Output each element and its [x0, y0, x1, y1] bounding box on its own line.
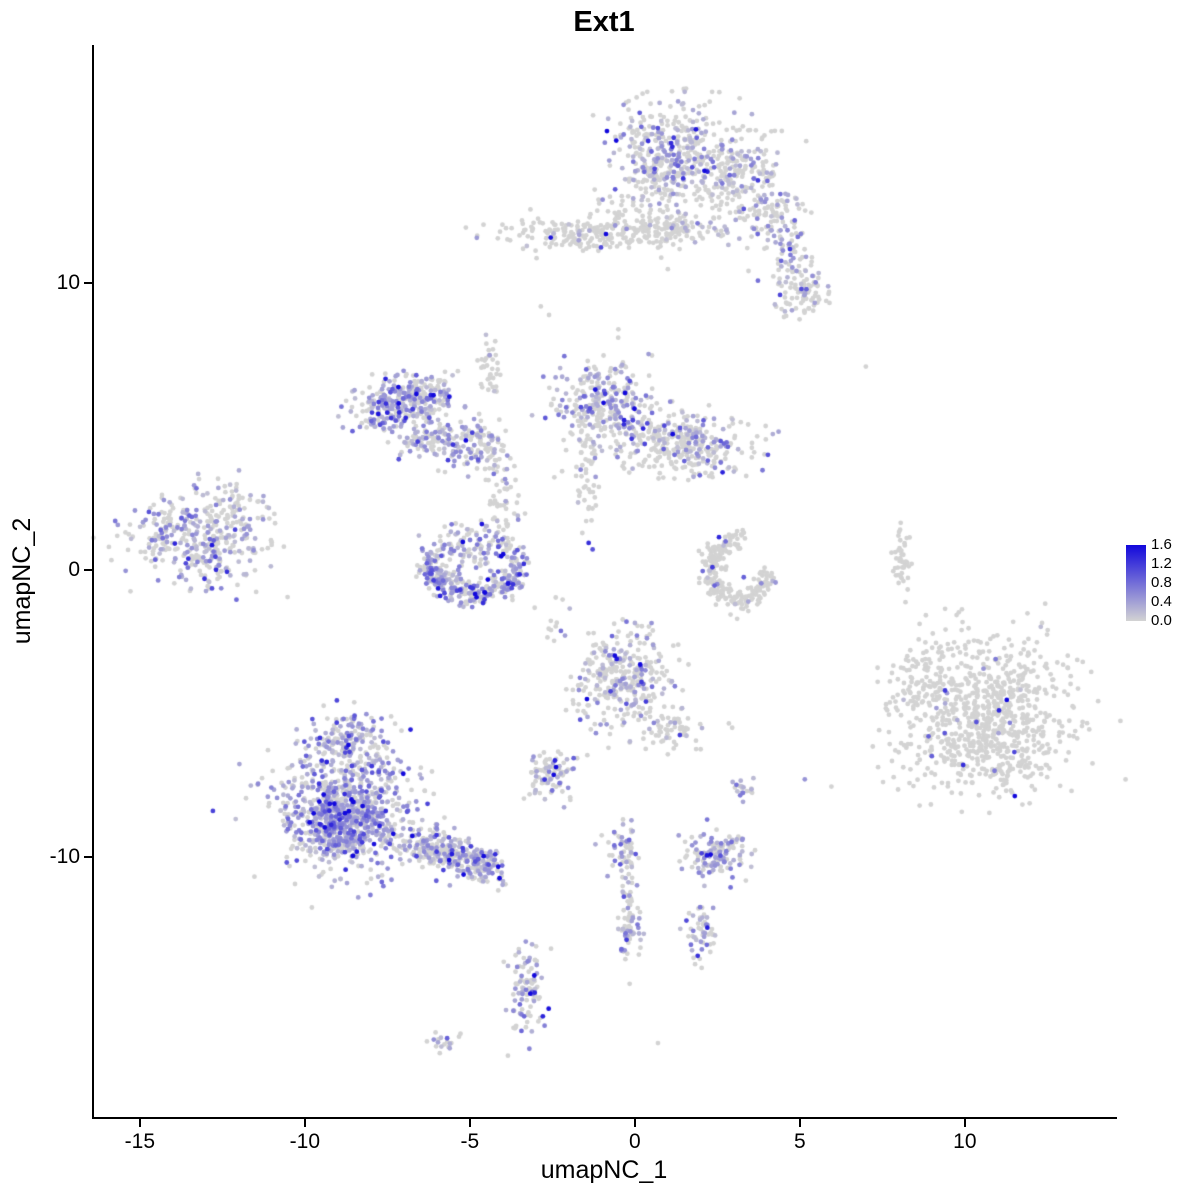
legend-tick-label: 0.8	[1151, 574, 1172, 591]
x-tick-label: 5	[794, 1130, 806, 1153]
y-axis-line	[92, 45, 94, 1119]
x-tick-mark	[798, 1119, 801, 1127]
y-tick-label: 0	[68, 558, 80, 582]
x-axis-line	[92, 1117, 1117, 1119]
x-tick-mark	[138, 1119, 141, 1127]
y-tick-label: 10	[56, 271, 80, 295]
x-tick-label: -10	[289, 1130, 321, 1153]
legend-tick-label: 1.6	[1151, 536, 1172, 553]
y-tick-label: -10	[49, 844, 80, 868]
x-tick-mark	[633, 1119, 636, 1127]
legend-tick-label: 0.4	[1151, 593, 1172, 610]
y-axis-title: umapNC_2	[8, 517, 36, 645]
x-tick-label: -15	[124, 1130, 156, 1153]
y-tick-mark	[84, 855, 92, 858]
colorbar-gradient	[1126, 545, 1146, 621]
plot-title: Ext1	[573, 6, 635, 38]
x-tick-label: -5	[460, 1130, 480, 1153]
legend-tick-label: 1.2	[1151, 555, 1172, 572]
legend-tick-label: 0.0	[1151, 612, 1172, 629]
y-tick-mark	[84, 282, 92, 285]
x-axis-title: umapNC_1	[540, 1156, 668, 1184]
x-tick-mark	[468, 1119, 471, 1127]
y-tick-mark	[84, 569, 92, 572]
x-tick-mark	[303, 1119, 306, 1127]
x-tick-mark	[963, 1119, 966, 1127]
x-tick-label: 10	[953, 1130, 977, 1153]
x-tick-label: 0	[629, 1130, 641, 1153]
